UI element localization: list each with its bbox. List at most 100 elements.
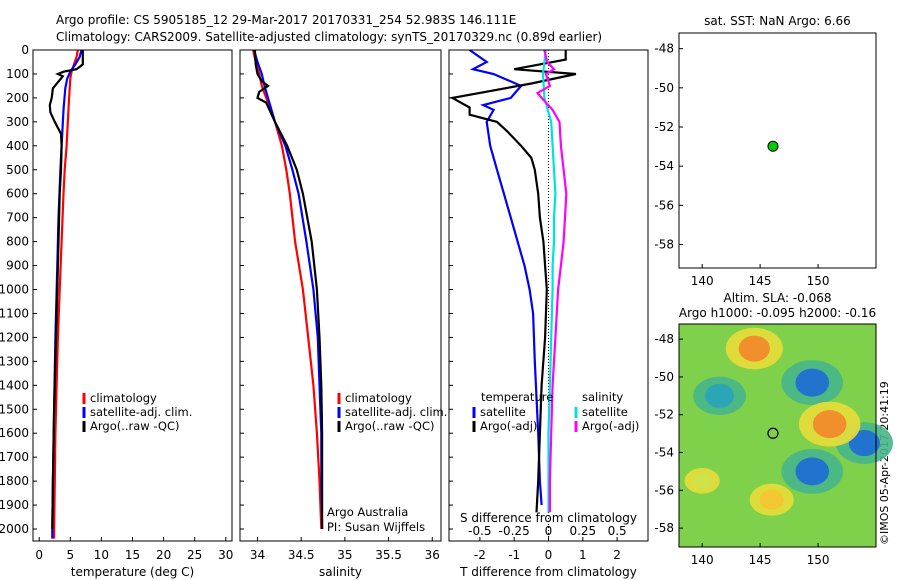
differences-line-0	[468, 50, 543, 506]
salinity-xtick-label: 34	[250, 548, 265, 562]
sla-map-title: Altim. SLA: -0.068	[723, 291, 831, 305]
title-line-1: Argo profile: CS 5905185_12 29-Mar-2017 …	[56, 13, 517, 27]
credit-line-2: PI: Susan Wijffels	[327, 520, 425, 534]
depth-tick-label: 700	[6, 211, 29, 225]
salinity-xtick-label: 35.5	[375, 548, 402, 562]
temperature-xtick-label: 20	[156, 548, 171, 562]
sst-map-ytick-label: -54	[654, 159, 674, 173]
depth-tick-label: 1700	[0, 450, 29, 464]
sla-heatmap-field	[679, 324, 894, 547]
salinity-legend-label: Argo(..raw -QC)	[345, 419, 435, 433]
sla-map-ytick-label: -54	[654, 446, 674, 460]
credit-line-1: Argo Australia	[327, 505, 408, 519]
sla-feature-core	[812, 410, 847, 439]
salinity-frame	[239, 49, 442, 542]
depth-tick-label: 1100	[0, 306, 29, 320]
salinity-xtick-label: 34.5	[288, 548, 315, 562]
sla-map-ytick-label: -52	[654, 408, 674, 422]
sla-map-ytick-label: -48	[654, 332, 674, 346]
depth-tick-label: 2000	[0, 522, 29, 536]
differences-xtick-label: -1	[508, 548, 520, 562]
differences-xtick-label: 2	[613, 548, 621, 562]
depth-tick-label: 0	[21, 43, 29, 57]
temperature-legend-label: Argo(..raw -QC)	[90, 419, 180, 433]
salinity-xtick-label: 36	[425, 548, 440, 562]
depth-tick-label: 200	[6, 91, 29, 105]
depth-tick-label: 500	[6, 163, 29, 177]
temperature-xtick-label: 25	[187, 548, 202, 562]
differences-xlabel: T difference from climatology	[459, 565, 637, 579]
depth-tick-label: 900	[6, 259, 29, 273]
diff-salinity-legend-label: satellite	[582, 405, 628, 419]
sla-map-xtick-label: 145	[749, 553, 772, 567]
depth-tick-label: 1300	[0, 354, 29, 368]
salinity-line-2	[253, 50, 324, 529]
salinity-legend-label: satellite-adj. clim.	[345, 405, 447, 419]
sla-feature-core	[759, 489, 784, 510]
differences-line-2	[541, 50, 557, 513]
differences-line-3	[535, 50, 568, 513]
sla-feature-core	[738, 335, 770, 362]
sst-map-float-marker	[767, 140, 779, 152]
sla-map-frame	[678, 323, 877, 548]
diff-legend-header-temperature: temperature	[481, 390, 553, 404]
depth-tick-label: 400	[6, 139, 29, 153]
sst-map-title: sat. SST: NaN Argo: 6.66	[704, 14, 851, 28]
sst-map-ytick-label: -50	[654, 81, 674, 95]
temperature-line-2	[48, 50, 84, 530]
salinity-xlabel: salinity	[319, 565, 362, 579]
sla-feature-core	[795, 457, 830, 486]
temperature-xlabel: temperature (deg C)	[71, 565, 194, 579]
differences-xtick-label: 1	[579, 548, 587, 562]
differences-x2tick-label: -0.25	[499, 524, 530, 538]
sla-map-ytick-label: -56	[654, 483, 674, 497]
sla-map-ytick-label: -50	[654, 370, 674, 384]
temperature-xtick-label: 5	[66, 548, 74, 562]
sla-map-xtick-label: 140	[691, 553, 714, 567]
sst-map-frame	[678, 32, 877, 269]
temperature-xtick-label: 10	[94, 548, 109, 562]
sst-map-ytick-label: -52	[654, 120, 674, 134]
sst-map-ytick-label: -48	[654, 42, 674, 56]
differences-x2tick-label: -0.5	[468, 524, 491, 538]
temperature-legend-label: climatology	[90, 391, 157, 405]
sst-map-xtick-label: 150	[807, 274, 830, 288]
sst-map-ytick-label: -56	[654, 198, 674, 212]
depth-tick-label: 1600	[0, 426, 29, 440]
differences-x2label: S difference from climatology	[460, 511, 637, 525]
differences-xtick-label: 0	[545, 548, 553, 562]
temperature-legend-label: satellite-adj. clim.	[90, 405, 192, 419]
temperature-xtick-label: 0	[35, 548, 43, 562]
diff-salinity-legend-label: Argo(-adj)	[582, 419, 639, 433]
differences-x2tick-label: 0.25	[569, 524, 596, 538]
depth-tick-label: 1200	[0, 330, 29, 344]
sst-map-xtick-label: 145	[749, 274, 772, 288]
salinity-line-1	[252, 50, 324, 530]
sla-map-subtitle: Argo h1000: -0.095 h2000: -0.16	[679, 306, 876, 320]
sla-feature-core	[705, 383, 734, 408]
sla-feature-core	[692, 472, 712, 489]
differences-xtick-label: -2	[474, 548, 486, 562]
differences-series	[449, 50, 577, 513]
depth-tick-label: 1500	[0, 402, 29, 416]
sla-map-float-marker	[767, 427, 779, 439]
sla-map-xtick-label: 150	[807, 553, 830, 567]
salinity-line-0	[252, 50, 323, 530]
salinity-series	[252, 50, 324, 530]
depth-tick-label: 600	[6, 187, 29, 201]
salinity-legend-label: climatology	[345, 391, 412, 405]
temperature-series	[48, 50, 84, 539]
depth-tick-label: 1000	[0, 283, 29, 297]
sla-feature-core	[848, 430, 881, 457]
differences-line-1	[449, 50, 577, 513]
depth-tick-label: 1400	[0, 378, 29, 392]
salinity-xtick-label: 35	[337, 548, 352, 562]
differences-x2tick-label: 0.5	[608, 524, 627, 538]
temperature-xtick-label: 15	[125, 548, 140, 562]
sla-map-ytick-label: -58	[654, 521, 674, 535]
sst-map-ytick-label: -58	[654, 238, 674, 252]
depth-tick-label: 800	[6, 235, 29, 249]
depth-tick-label: 100	[6, 67, 29, 81]
diff-temperature-legend-label: Argo(-adj)	[480, 419, 537, 433]
